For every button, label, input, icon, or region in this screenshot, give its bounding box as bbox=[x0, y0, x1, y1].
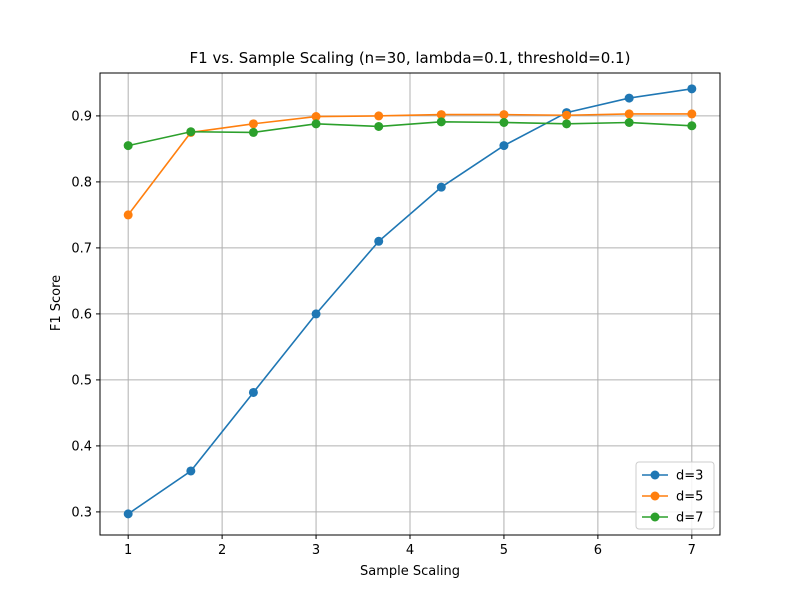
y-tick-label: 0.7 bbox=[71, 241, 92, 256]
data-point bbox=[248, 119, 258, 129]
data-point bbox=[374, 236, 384, 246]
y-tick-label: 0.6 bbox=[71, 307, 92, 322]
data-point bbox=[624, 93, 634, 103]
legend-label: d=3 bbox=[676, 469, 703, 484]
series-layer bbox=[123, 84, 697, 519]
x-tick-label: 2 bbox=[218, 543, 226, 558]
data-point bbox=[562, 110, 572, 120]
x-tick-label: 7 bbox=[688, 543, 696, 558]
data-point bbox=[374, 111, 384, 121]
y-axis-label: F1 Score bbox=[49, 275, 64, 331]
y-axis: 0.3 0.4 0.5 0.6 0.7 0.8 0.9 bbox=[71, 109, 100, 520]
data-point bbox=[562, 119, 572, 129]
series-line bbox=[127, 113, 692, 216]
legend-item: d=3 bbox=[642, 469, 703, 484]
legend-label: d=5 bbox=[676, 490, 703, 505]
data-point bbox=[123, 210, 133, 220]
data-point bbox=[248, 387, 258, 397]
data-point bbox=[123, 509, 133, 519]
series-d=7 bbox=[123, 117, 697, 151]
x-tick-label: 6 bbox=[594, 543, 602, 558]
y-tick-label: 0.5 bbox=[71, 373, 92, 388]
legend-marker bbox=[650, 491, 660, 501]
x-axis-label: Sample Scaling bbox=[360, 564, 460, 579]
data-point bbox=[374, 121, 384, 131]
y-tick-label: 0.3 bbox=[71, 505, 92, 520]
x-tick-label: 4 bbox=[406, 543, 414, 558]
data-point bbox=[248, 127, 258, 137]
data-point bbox=[687, 121, 697, 131]
legend-label: d=7 bbox=[676, 511, 703, 526]
legend-marker bbox=[650, 470, 660, 480]
series-line bbox=[128, 121, 692, 147]
data-point bbox=[624, 118, 634, 127]
legend: d=3 d=5 d=7 bbox=[635, 461, 715, 530]
data-point bbox=[311, 309, 321, 319]
data-point bbox=[186, 127, 196, 137]
x-axis: 1 2 3 4 5 6 7 bbox=[124, 535, 696, 558]
data-point bbox=[499, 141, 509, 151]
data-point bbox=[499, 110, 509, 120]
data-point bbox=[687, 84, 697, 94]
data-point bbox=[436, 117, 446, 127]
y-tick-label: 0.8 bbox=[71, 175, 92, 190]
series-d=3 bbox=[123, 84, 697, 519]
legend-item: d=5 bbox=[642, 490, 703, 505]
data-point bbox=[123, 141, 133, 151]
data-point bbox=[186, 466, 196, 476]
y-tick-label: 0.4 bbox=[71, 439, 92, 454]
data-point bbox=[436, 182, 446, 192]
data-point bbox=[436, 110, 446, 120]
data-point bbox=[311, 119, 321, 129]
legend-marker bbox=[650, 512, 660, 522]
data-point bbox=[311, 112, 321, 122]
x-tick-label: 3 bbox=[312, 543, 320, 558]
chart-title: F1 vs. Sample Scaling (n=30, lambda=0.1,… bbox=[190, 49, 631, 67]
data-point bbox=[624, 109, 634, 119]
data-point bbox=[687, 109, 697, 119]
legend-item: d=7 bbox=[642, 511, 703, 526]
series-line bbox=[127, 88, 692, 515]
x-tick-label: 1 bbox=[124, 543, 132, 558]
y-tick-label: 0.9 bbox=[71, 109, 92, 124]
data-point bbox=[499, 118, 509, 127]
x-tick-label: 5 bbox=[500, 543, 508, 558]
